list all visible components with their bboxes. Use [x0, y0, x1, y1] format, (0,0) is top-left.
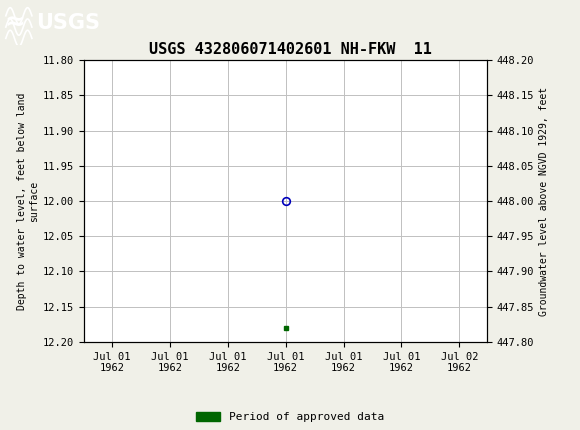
Text: ≈: ≈ — [5, 11, 26, 34]
Y-axis label: Groundwater level above NGVD 1929, feet: Groundwater level above NGVD 1929, feet — [539, 86, 549, 316]
Legend: Period of approved data: Period of approved data — [195, 412, 385, 422]
Y-axis label: Depth to water level, feet below land
surface: Depth to water level, feet below land su… — [17, 92, 39, 310]
Text: USGS 432806071402601 NH-FKW  11: USGS 432806071402601 NH-FKW 11 — [148, 42, 432, 57]
Text: USGS: USGS — [36, 12, 100, 33]
